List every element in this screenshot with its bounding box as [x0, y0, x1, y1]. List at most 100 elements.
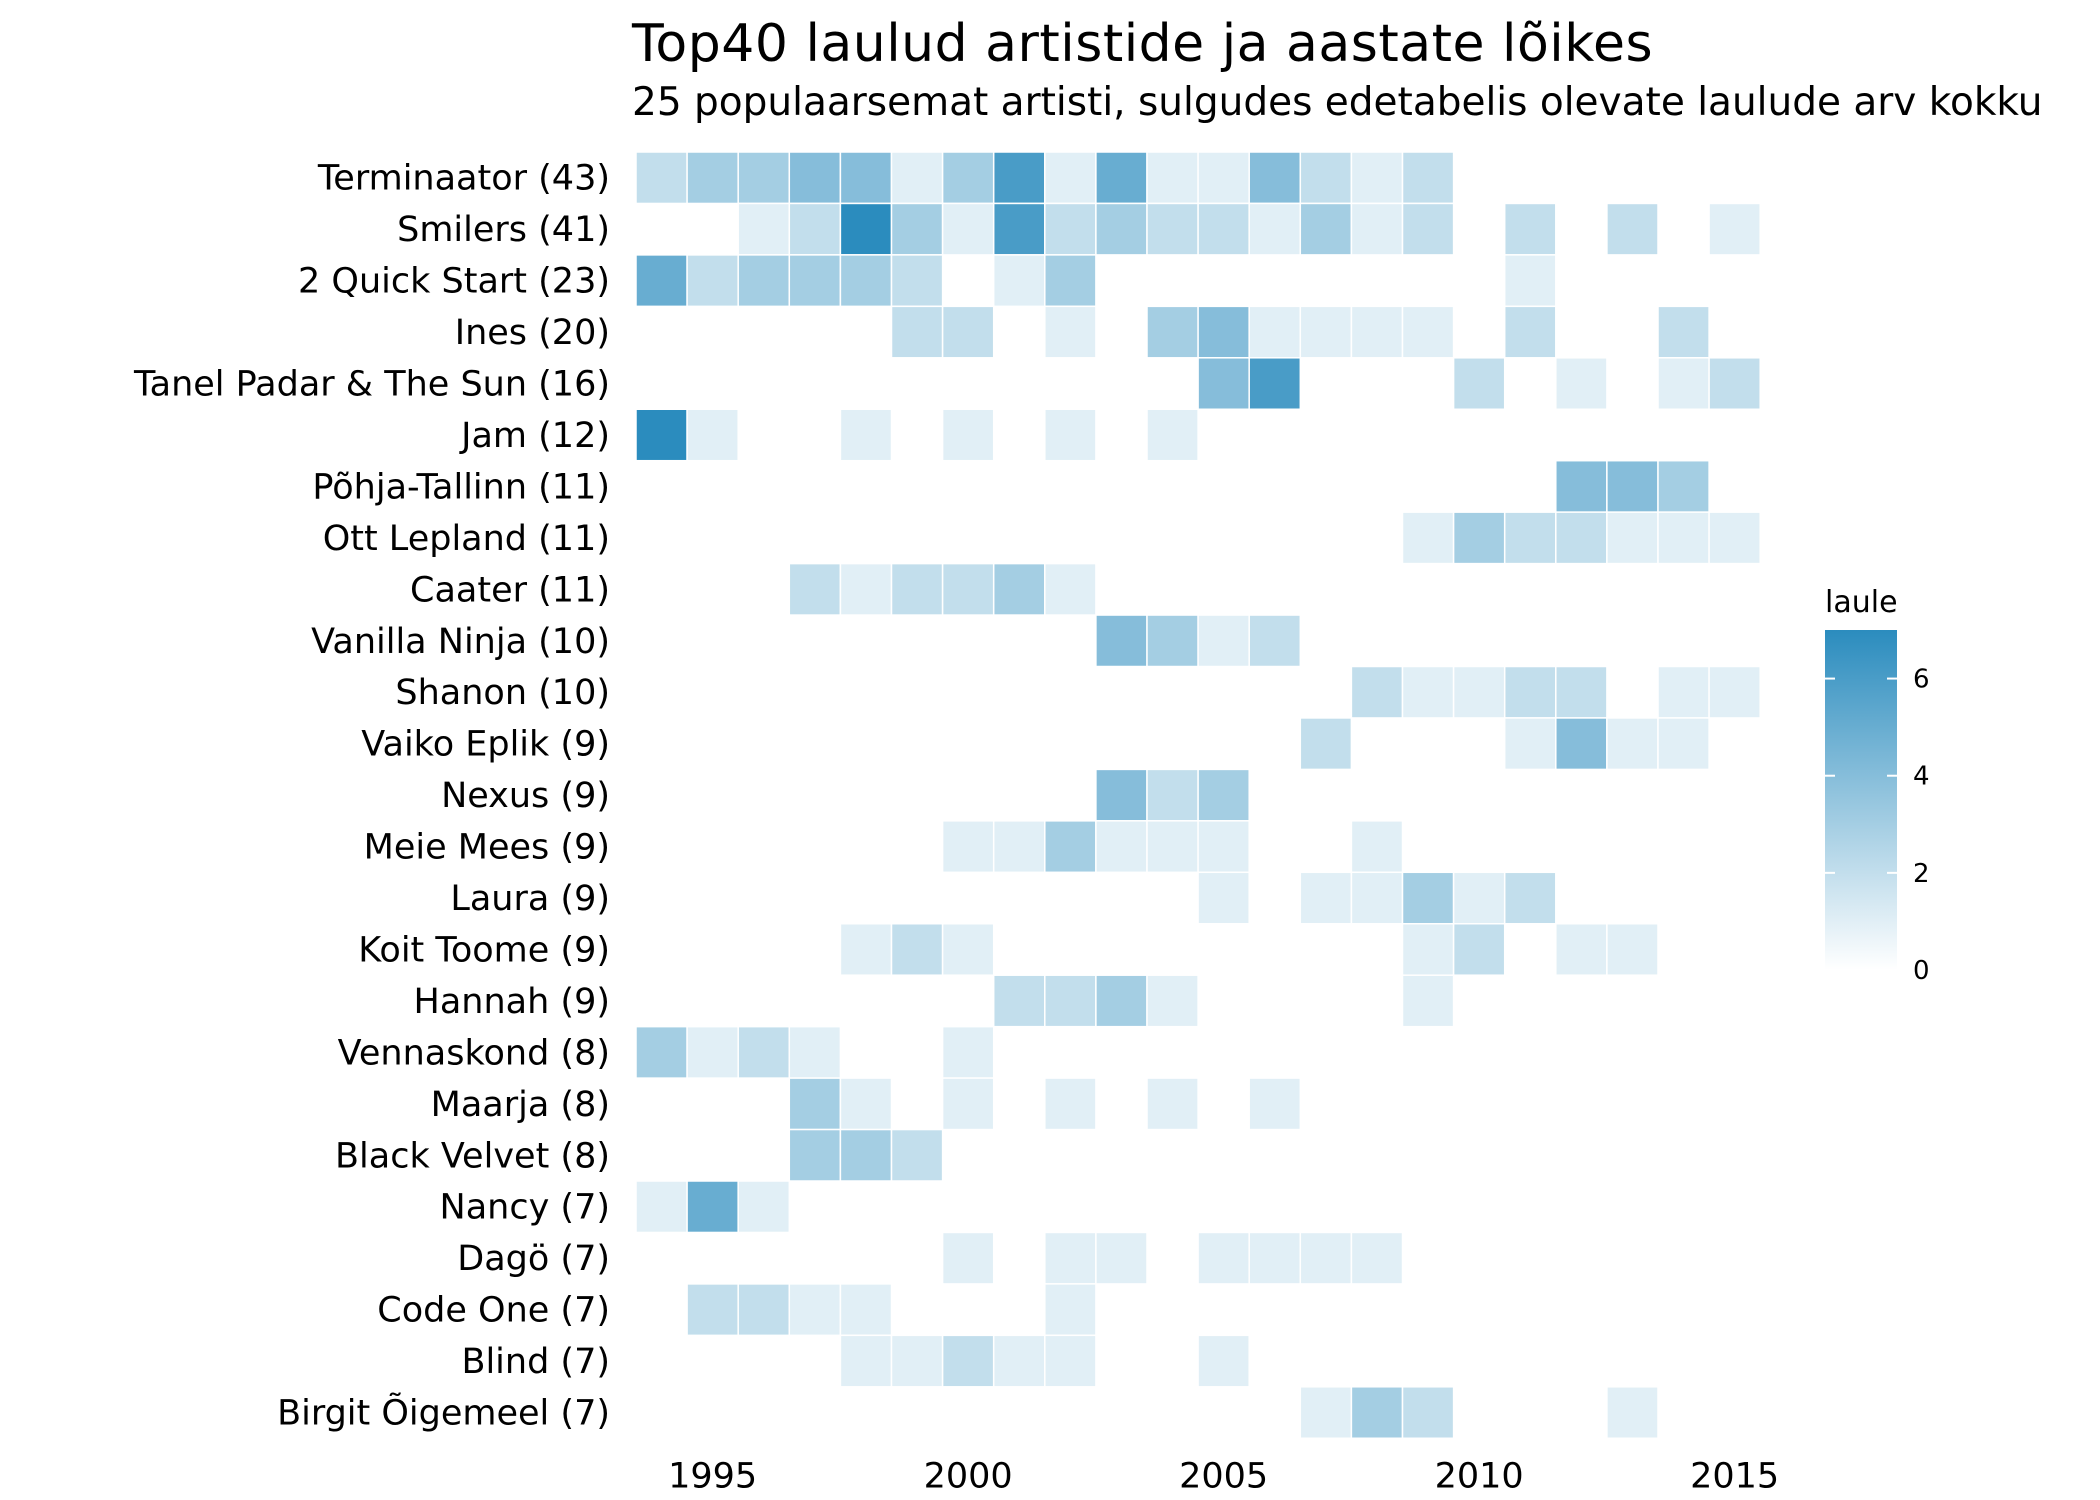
heatmap-cell — [1503, 665, 1557, 719]
heatmap-cell — [686, 1025, 739, 1079]
heatmap-cell — [1606, 923, 1659, 976]
heatmap-cell — [737, 202, 791, 256]
y-tick-label: Blind (7) — [461, 1342, 610, 1382]
heatmap-cell — [1197, 305, 1250, 359]
heatmap-cell — [1146, 151, 1199, 205]
heatmap-cell — [788, 1025, 842, 1079]
heatmap-cell — [1044, 1334, 1097, 1388]
heatmap-cell — [890, 1334, 944, 1388]
heatmap-cell — [1555, 357, 1608, 410]
heatmap-cell — [1350, 1386, 1404, 1440]
heatmap-cell — [1657, 305, 1710, 359]
heatmap-cell — [1044, 1077, 1097, 1131]
heatmap-cell — [1146, 305, 1199, 359]
heatmap-cell — [992, 254, 1046, 308]
heatmap-cell — [686, 1283, 739, 1337]
heatmap-cell — [839, 1283, 893, 1337]
heatmap-cell — [788, 151, 842, 205]
heatmap-cell — [1708, 357, 1761, 410]
y-tick-label: Vanilla Ninja (10) — [311, 622, 610, 662]
heatmap-cell — [1452, 357, 1506, 410]
heatmap-cell — [839, 923, 893, 976]
heatmap-cell — [788, 1128, 842, 1182]
heatmap-cell — [1555, 923, 1608, 976]
y-tick-label: Vennaskond (8) — [338, 1033, 610, 1073]
x-tick-label: 2015 — [1690, 1456, 1779, 1496]
heatmap-cell — [1146, 820, 1199, 874]
heatmap-cell — [1044, 562, 1097, 616]
heatmap-cell — [992, 202, 1046, 256]
heatmap-cell — [1657, 459, 1710, 513]
heatmap-cell — [635, 151, 688, 205]
heatmap-cell — [941, 305, 995, 359]
y-tick-label: Birgit Õigemeel (7) — [277, 1392, 610, 1434]
heatmap-cell — [1146, 1077, 1199, 1131]
heatmap-cell — [1350, 1231, 1404, 1285]
heatmap-cell — [1503, 254, 1557, 308]
heatmap-cell — [686, 151, 739, 205]
heatmap-cell — [1197, 768, 1250, 822]
heatmap-cell — [1044, 305, 1097, 359]
heatmap-cell — [635, 408, 688, 462]
heatmap-cell — [890, 923, 944, 976]
heatmap-cell — [1248, 357, 1302, 410]
heatmap-cell — [1299, 151, 1353, 205]
heatmap-cell — [1350, 665, 1404, 719]
y-tick-label: 2 Quick Start (23) — [298, 262, 610, 302]
x-tick-label: 2005 — [1179, 1456, 1268, 1496]
heatmap-cell — [941, 1025, 995, 1079]
heatmap-cell — [1503, 305, 1557, 359]
y-axis-labels: Terminaator (43) Smilers (41) 2 Quick Star… — [133, 159, 610, 1434]
y-tick-label: Vaiko Eplik (9) — [361, 725, 610, 765]
heatmap-cell — [1452, 665, 1506, 719]
heatmap-cell — [1044, 1283, 1097, 1337]
heatmap-cell — [839, 1334, 893, 1388]
heatmap-cell — [941, 1077, 995, 1131]
heatmap-cell — [1555, 459, 1608, 513]
heatmap-cell — [686, 1180, 739, 1234]
heatmap-cell — [839, 1128, 893, 1182]
heatmap-cell — [737, 151, 791, 205]
heatmap-cell — [941, 562, 995, 616]
heatmap-cell — [788, 202, 842, 256]
heatmap-cell — [1606, 1386, 1659, 1440]
heatmap-cell — [1299, 1386, 1353, 1440]
heatmap-cell — [839, 151, 893, 205]
heatmap-cell — [1044, 254, 1097, 308]
heatmap-cell — [1606, 511, 1659, 565]
heatmap-cell — [1044, 820, 1097, 874]
heatmap-cell — [1452, 511, 1506, 565]
heatmap-cell — [992, 820, 1046, 874]
heatmap-cell — [1657, 717, 1710, 771]
heatmap-cell — [839, 408, 893, 462]
heatmap-cell — [686, 254, 739, 308]
heatmap-cell — [1095, 974, 1148, 1028]
y-tick-label: Laura (9) — [450, 879, 610, 919]
heatmap-cell — [1197, 1334, 1250, 1388]
legend-colorbar — [1825, 630, 1897, 970]
heatmap-cell — [1044, 151, 1097, 205]
y-tick-label: Shanon (10) — [395, 673, 610, 713]
y-tick-label: Black Velvet (8) — [335, 1136, 610, 1176]
legend-tick-label: 2 — [1913, 859, 1930, 889]
heatmap-cell — [941, 923, 995, 976]
heatmap-cell — [992, 151, 1046, 205]
heatmap-cell — [992, 974, 1046, 1028]
heatmap-cell — [1197, 151, 1250, 205]
heatmap-cell — [1197, 357, 1250, 410]
heatmap-cell — [1248, 202, 1302, 256]
color-legend: laule 0 2 4 6 — [1825, 585, 1930, 986]
heatmap-cell — [1044, 1231, 1097, 1285]
heatmap-cell — [1095, 820, 1148, 874]
heatmap-cell — [839, 562, 893, 616]
heatmap-cell — [941, 1334, 995, 1388]
chart-title: Top40 laulud artistide ja aastate lõikes — [632, 14, 1654, 74]
heatmap-cell — [1095, 614, 1148, 668]
legend-tick-label: 6 — [1913, 665, 1930, 695]
heatmap-cell — [1044, 408, 1097, 462]
heatmap-cell — [1555, 665, 1608, 719]
heatmap-cell — [992, 1334, 1046, 1388]
heatmap-cells — [635, 151, 1761, 1440]
